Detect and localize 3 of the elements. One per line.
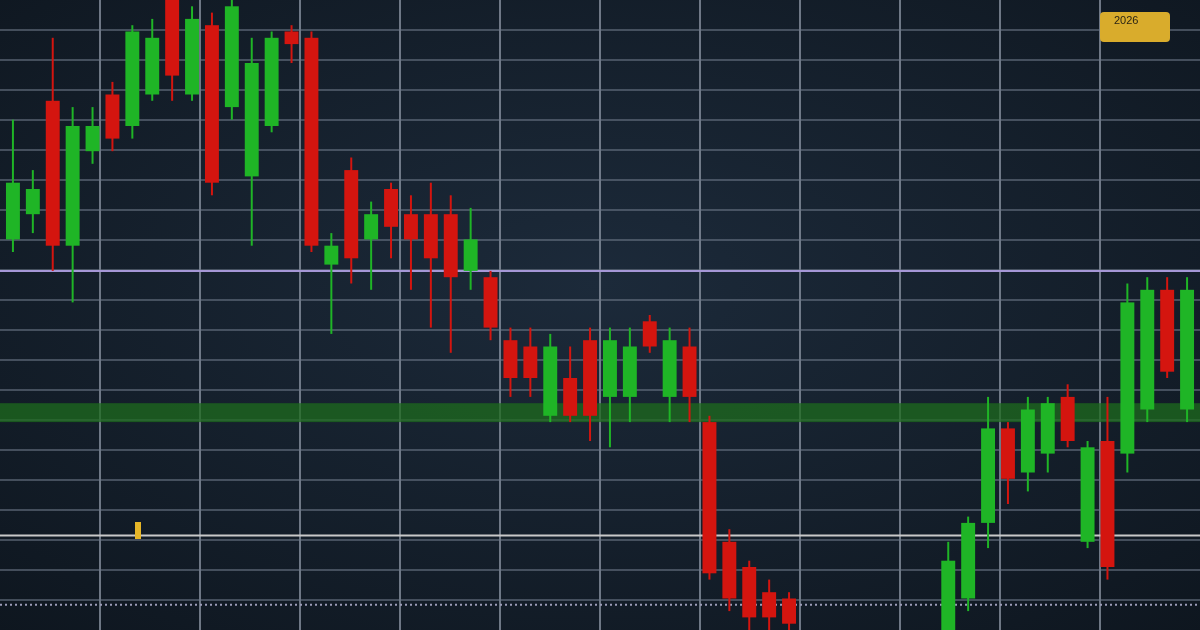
candlestick bbox=[324, 232, 339, 335]
candlestick bbox=[284, 24, 299, 64]
annotation: 2026 bbox=[1114, 14, 1139, 26]
